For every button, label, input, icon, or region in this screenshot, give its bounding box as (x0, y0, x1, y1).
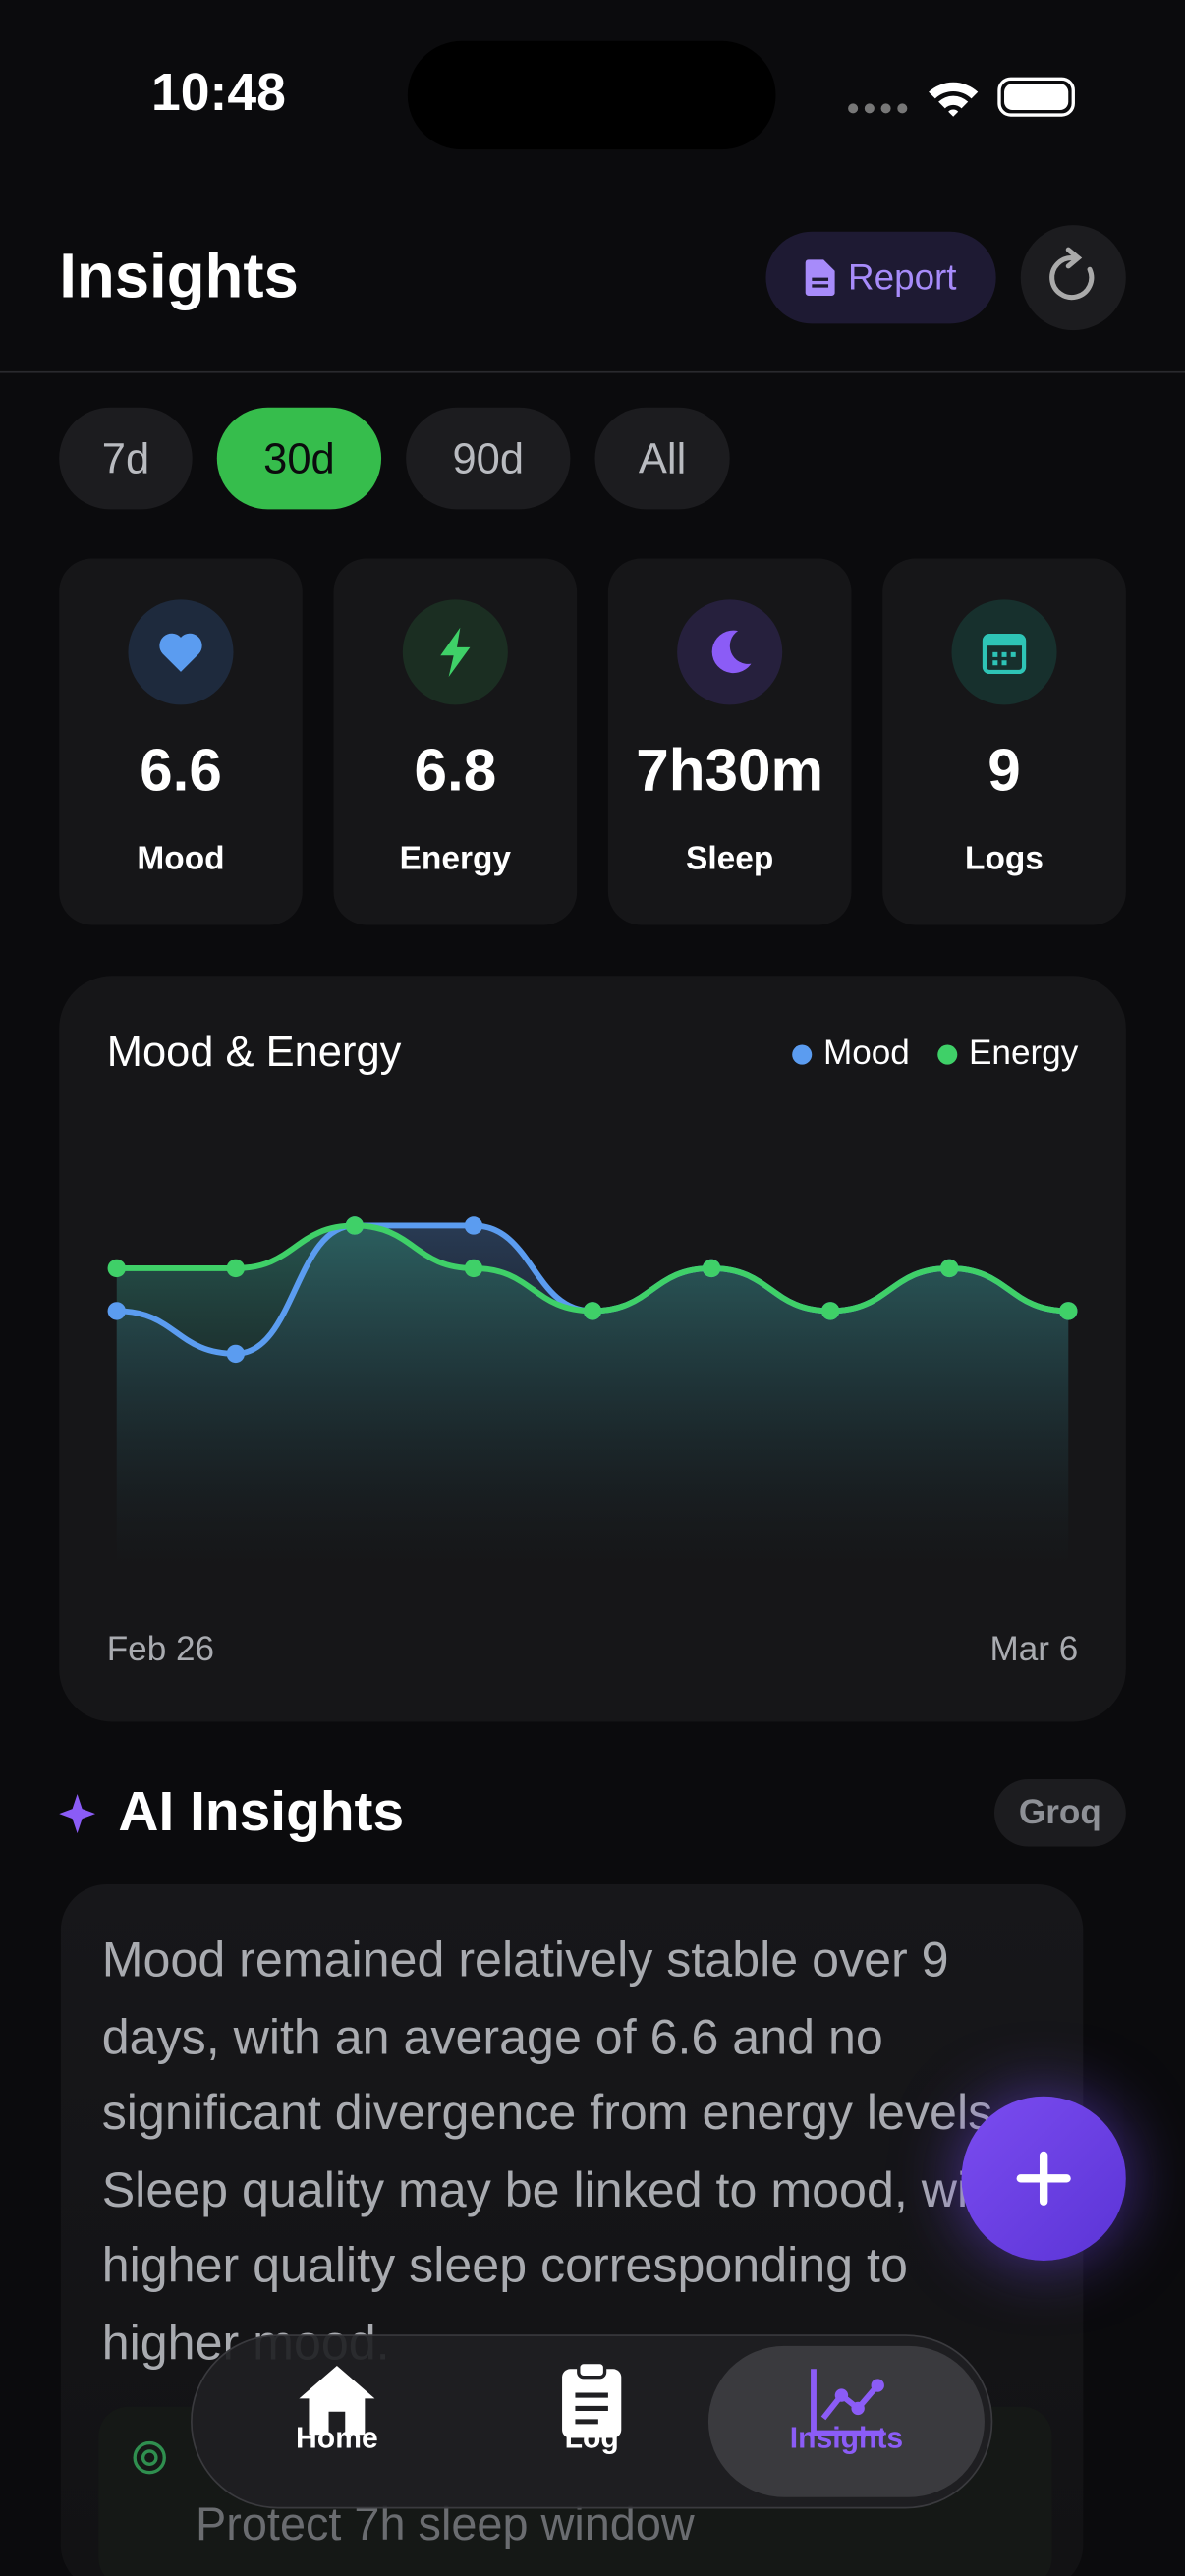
area (116, 1225, 1069, 1568)
plus-icon (1016, 2151, 1071, 2206)
point (345, 1216, 365, 1235)
filter-pill[interactable]: 30d (216, 407, 382, 510)
stat-icon (677, 599, 783, 705)
point (583, 1302, 602, 1320)
dynamic-island (407, 40, 776, 150)
point (107, 1259, 126, 1278)
add-button[interactable] (961, 2096, 1126, 2261)
status-time: 10:48 (151, 62, 286, 122)
page-title: Insights (59, 243, 299, 312)
active-tab-bg (707, 2345, 985, 2497)
x-tick-label: Mar 6 (990, 1630, 1079, 1668)
chart-title: Mood & Energy (107, 1029, 402, 1076)
legend-label: Energy (969, 1034, 1079, 1072)
doc-icon (805, 259, 835, 296)
refresh-button[interactable] (1020, 225, 1126, 331)
insights-icon (811, 2369, 884, 2436)
stat-icon (128, 599, 234, 705)
point (1059, 1302, 1078, 1320)
filter-pill[interactable]: 90d (406, 407, 571, 510)
x-tick-label: Feb 26 (107, 1630, 214, 1668)
report-button[interactable]: Report (765, 231, 996, 324)
refresh-icon (1049, 247, 1095, 301)
tab-label[interactable]: Log (564, 2421, 619, 2455)
stat-value: 9 (988, 736, 1021, 804)
stat-label: Logs (965, 841, 1044, 877)
filter-pill[interactable]: 7d (59, 407, 193, 510)
section-title: AI Insights (118, 1780, 405, 1844)
chart: Mood & Energy Energy Mood Feb 26 Mar 6 (107, 1029, 1079, 1668)
stat-label: Mood (137, 841, 225, 877)
tab-label[interactable]: Insights (789, 2421, 904, 2455)
stat-value: 7h30m (636, 736, 824, 804)
legend-label: Mood (823, 1034, 910, 1072)
stat-card: 7h30m Sleep (607, 558, 852, 925)
stat-label: Energy (399, 841, 512, 877)
point (464, 1259, 483, 1278)
insight-text: Mood remained relatively stable over 9 d… (101, 1933, 1009, 2371)
sparkle-icon (59, 1794, 96, 1834)
point (939, 1259, 959, 1278)
target-icon (133, 2440, 166, 2475)
point (226, 1344, 246, 1364)
log-icon (562, 2360, 622, 2438)
point (226, 1259, 246, 1278)
stat-card: 6.8 Energy (333, 558, 578, 925)
stat-card: 6.6 Mood (59, 558, 303, 925)
filter-pill[interactable]: All (594, 407, 730, 510)
report-label: Report (848, 255, 957, 298)
status-icons (848, 77, 1075, 117)
legend-dot (792, 1044, 813, 1065)
stat-value: 6.8 (414, 736, 497, 804)
divider (0, 370, 1185, 373)
point (702, 1259, 721, 1278)
chart-card: Mood & Energy Energy Mood Feb 26 Mar 6 (59, 976, 1126, 1722)
point (464, 1216, 483, 1235)
home-icon (299, 2365, 375, 2436)
point (107, 1302, 126, 1320)
stat-card: 9 Logs (882, 558, 1126, 925)
tab-label[interactable]: Home (296, 2421, 378, 2455)
point (820, 1302, 840, 1320)
stat-icon (402, 599, 508, 705)
legend-dot (937, 1044, 958, 1065)
stat-label: Sleep (686, 841, 774, 877)
stat-icon (951, 599, 1057, 705)
stat-value: 6.6 (140, 736, 222, 804)
provider-badge: Groq (993, 1778, 1126, 1847)
